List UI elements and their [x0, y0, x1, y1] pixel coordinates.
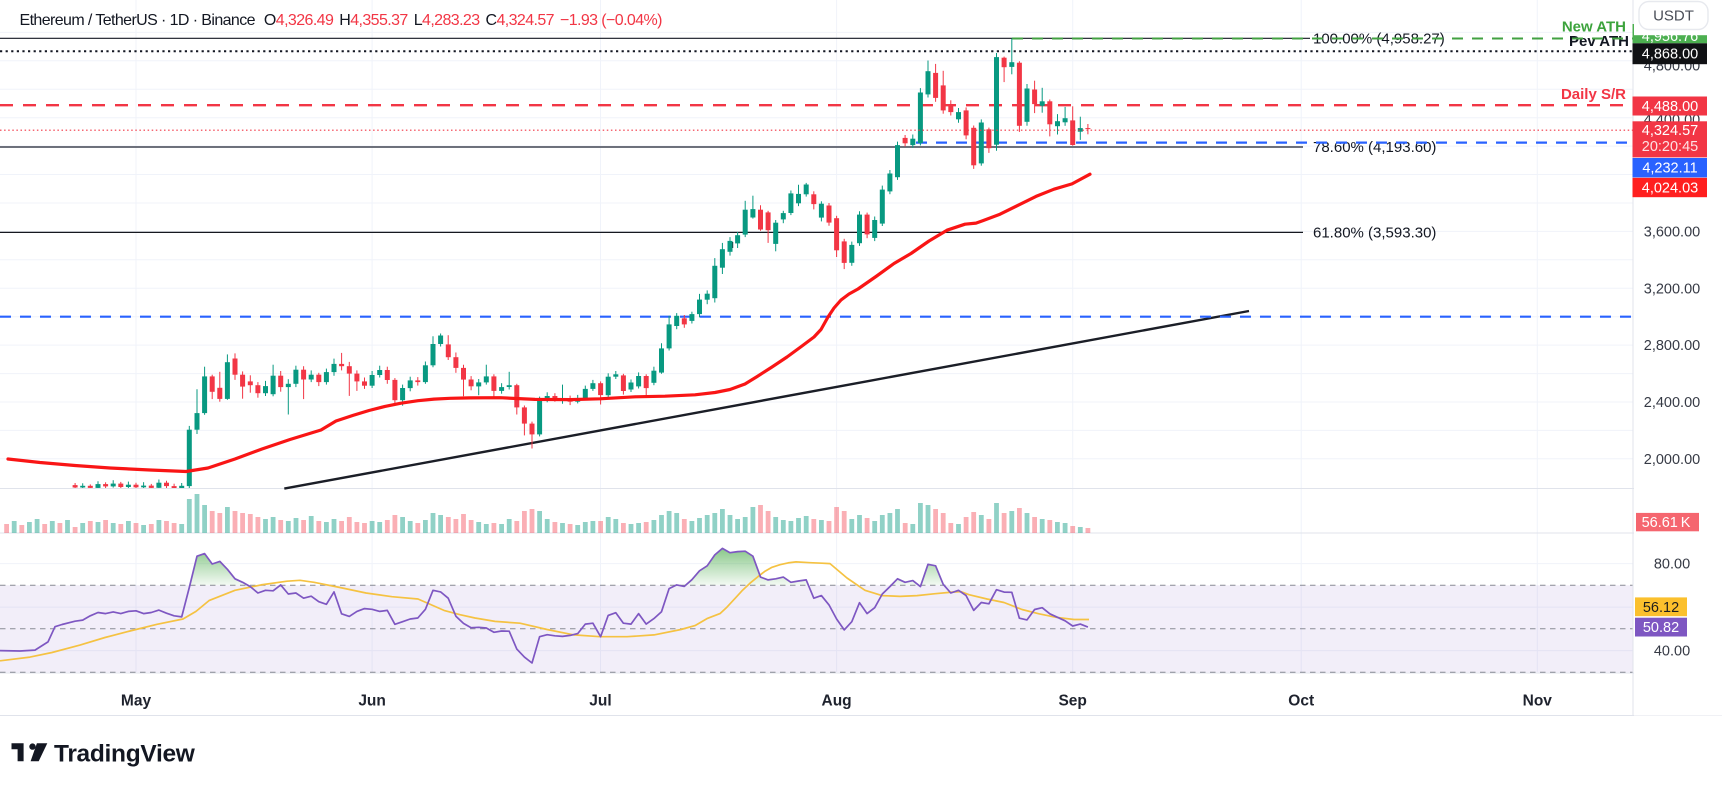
svg-text:20:20:45: 20:20:45: [1642, 139, 1698, 155]
svg-text:61.80% (3,593.30): 61.80% (3,593.30): [1313, 224, 1436, 241]
svg-text:4,024.03: 4,024.03: [1642, 181, 1698, 197]
svg-text:56.61 K: 56.61 K: [1642, 515, 1691, 531]
svg-text:4,488.00: 4,488.00: [1642, 99, 1698, 115]
svg-text:80.00: 80.00: [1654, 557, 1690, 573]
svg-text:May: May: [121, 693, 152, 710]
svg-text:56.12: 56.12: [1643, 600, 1679, 616]
svg-text:New ATH: New ATH: [1562, 19, 1626, 36]
svg-text:Jun: Jun: [358, 693, 386, 710]
svg-text:Ethereum / TetherUS · 1D · Bin: Ethereum / TetherUS · 1D · Binance O4,326…: [20, 12, 663, 29]
svg-text:Sep: Sep: [1058, 693, 1086, 710]
svg-text:4,324.57: 4,324.57: [1642, 123, 1698, 139]
svg-text:2,400.00: 2,400.00: [1644, 395, 1700, 411]
svg-text:40.00: 40.00: [1654, 644, 1690, 660]
svg-text:Jul: Jul: [589, 693, 611, 710]
svg-text:TradingView: TradingView: [54, 741, 196, 768]
svg-text:Nov: Nov: [1523, 693, 1553, 710]
svg-text:2,800.00: 2,800.00: [1644, 338, 1700, 354]
svg-text:Aug: Aug: [822, 693, 852, 710]
svg-text:50.82: 50.82: [1643, 620, 1679, 636]
svg-text:3,600.00: 3,600.00: [1644, 224, 1700, 240]
svg-text:Oct: Oct: [1288, 693, 1314, 710]
svg-text:USDT: USDT: [1653, 8, 1694, 25]
svg-text:4,868.00: 4,868.00: [1642, 47, 1698, 63]
svg-text:4,232.11: 4,232.11: [1642, 161, 1697, 177]
svg-text:3,200.00: 3,200.00: [1644, 281, 1700, 297]
svg-text:Pev ATH: Pev ATH: [1569, 33, 1629, 50]
svg-text:Daily S/R: Daily S/R: [1561, 86, 1626, 103]
svg-text:2,000.00: 2,000.00: [1644, 452, 1700, 468]
